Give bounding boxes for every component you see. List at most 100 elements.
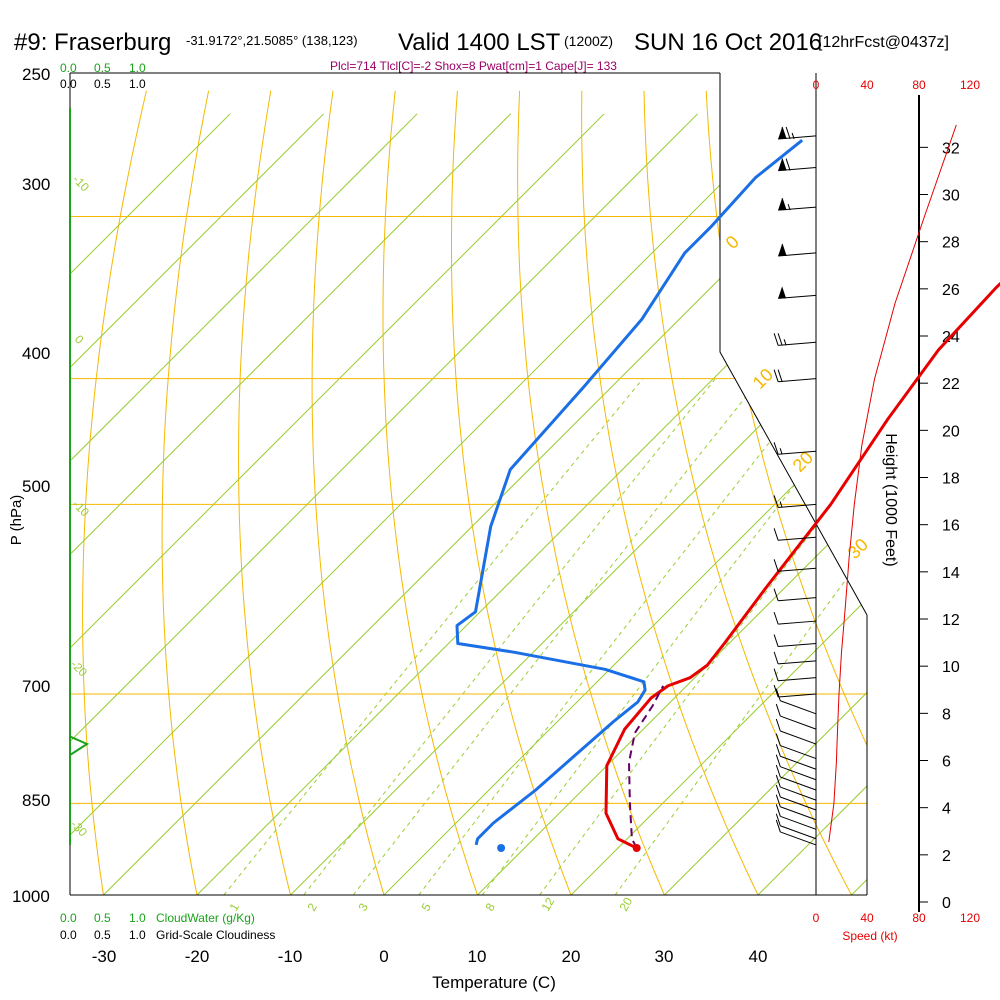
wind-barb	[773, 333, 817, 346]
top-cw-tick-2: 1.0	[129, 61, 146, 75]
spd-top-0: 0	[813, 78, 820, 92]
wind-barb	[778, 197, 817, 211]
wind-barb-feather	[781, 197, 787, 211]
spd-bot-80: 80	[912, 911, 926, 925]
bot-cw-tick-2: 1.0	[129, 911, 146, 925]
mixing-label-2: 2	[304, 900, 320, 913]
zulu-time: (1200Z)	[564, 33, 613, 49]
isotherm-label-3: -20	[68, 657, 90, 679]
isotherm-label-0: -10	[70, 172, 92, 194]
isotherm--100	[70, 113, 231, 275]
wind-barb-staff	[780, 786, 817, 801]
wind-speed-profile	[828, 124, 957, 842]
mixing-ratio-3	[352, 378, 761, 895]
wind-barb	[773, 588, 817, 602]
top-cl-tick-0: 0.0	[60, 77, 77, 91]
bot-cw-tick-1: 0.5	[94, 911, 111, 925]
dewpoint-line	[455, 139, 804, 846]
wind-barb-half-feather	[779, 501, 783, 508]
wind-barb	[773, 668, 817, 682]
wind-barb-staff	[778, 567, 817, 572]
wind-barb-feather	[773, 369, 779, 382]
wind-barb-feather	[775, 794, 781, 807]
spd-top-80: 80	[912, 78, 926, 92]
wind-barb-feather	[773, 611, 779, 625]
indices-label: Plcl=714 Tlcl[C]=-2 Shox=8 Pwat[cm]=1 Ca…	[330, 59, 617, 73]
wind-barb	[773, 369, 817, 383]
bot-cl-tick-0: 0.0	[60, 928, 77, 942]
height-label-6: 6	[942, 754, 951, 771]
wind-barb	[775, 764, 817, 791]
wind-barb	[773, 528, 817, 541]
wind-barb-feather	[773, 684, 779, 698]
wind-barb-staff	[780, 796, 817, 811]
sounding-series	[455, 139, 1000, 853]
bottom-cloudwater-scale: 0.0 0.5 1.0 CloudWater (g/Kg)	[60, 911, 255, 925]
wind-barb-staff	[780, 715, 817, 730]
bot-cw-label: CloudWater (g/Kg)	[156, 911, 255, 925]
wind-barb-feather	[775, 733, 781, 746]
isotherm-30	[664, 691, 867, 895]
top-cw-tick-0: 0.0	[60, 61, 77, 75]
wind-barb	[775, 784, 817, 811]
wind-barb-pennant	[778, 286, 787, 299]
wind-barb-feather	[775, 703, 781, 717]
wind-barb-staff	[780, 831, 817, 846]
top-cw-tick-1: 0.5	[94, 61, 111, 75]
isotherm-50	[851, 878, 867, 895]
wind-barb-feather	[775, 764, 781, 778]
wind-barb-feather	[773, 559, 779, 572]
wind-barb	[775, 688, 817, 715]
dry-adiabat--10	[237, 90, 292, 895]
wind-barb-half-feather	[787, 203, 791, 211]
x-tick-40: 40	[749, 947, 768, 966]
wind-barb	[775, 774, 817, 801]
x-tick--10: -10	[278, 947, 303, 966]
dry-adiabat-100	[955, 91, 1000, 923]
mixing-ratio-5	[418, 378, 820, 895]
wind-barb-half-feather	[791, 132, 795, 140]
wind-barb-staff	[780, 730, 817, 745]
wind-barb-pennant	[778, 126, 787, 139]
height-axis-label: Height (1000 Feet)	[882, 433, 899, 566]
p-tick-700: 700	[22, 677, 50, 696]
height-label-26: 26	[942, 282, 960, 299]
wind-barb-feather	[775, 813, 781, 826]
wind-barb-feather	[773, 668, 779, 681]
spd-bot-120: 120	[960, 911, 980, 925]
wind-barb-pennant	[778, 158, 787, 171]
wind-barb	[775, 703, 817, 730]
x-tick-20: 20	[562, 947, 581, 966]
wind-barb-feather	[781, 243, 787, 257]
mixing-label-12: 12	[538, 895, 557, 914]
wind-barb-feather	[775, 804, 781, 817]
wind-barb-staff	[778, 536, 817, 541]
height-label-28: 28	[942, 235, 960, 252]
dry-adiabat-90	[893, 91, 1000, 923]
spd-bot-0: 0	[813, 911, 820, 925]
wind-barb-half-feather	[779, 448, 783, 455]
wind-barb	[775, 819, 817, 846]
wind-barb	[778, 286, 817, 299]
p-tick-1000: 1000	[12, 887, 50, 906]
height-label-12: 12	[942, 612, 960, 629]
wind-barb	[773, 651, 817, 665]
wind-barb-staff	[780, 700, 817, 715]
wind-barb-staff	[778, 450, 817, 455]
wind-barb	[775, 733, 817, 760]
wind-barb-staff	[780, 755, 817, 770]
x-tick--20: -20	[185, 947, 210, 966]
wind-barb-feather	[773, 495, 779, 508]
wind-barb-staff	[778, 378, 817, 383]
speed-scale-top: 0 40 80 120	[813, 78, 981, 92]
mixing-label-3: 3	[355, 900, 371, 913]
x-tick-10: 10	[468, 947, 487, 966]
wind-speed-line	[828, 124, 957, 842]
wind-barb	[775, 744, 817, 770]
isotherm--90	[70, 113, 325, 369]
mixing-label-20: 20	[616, 895, 635, 914]
wind-barb-staff	[780, 815, 817, 830]
wind-barb	[773, 495, 817, 508]
dry-adiabat--20	[161, 90, 210, 895]
